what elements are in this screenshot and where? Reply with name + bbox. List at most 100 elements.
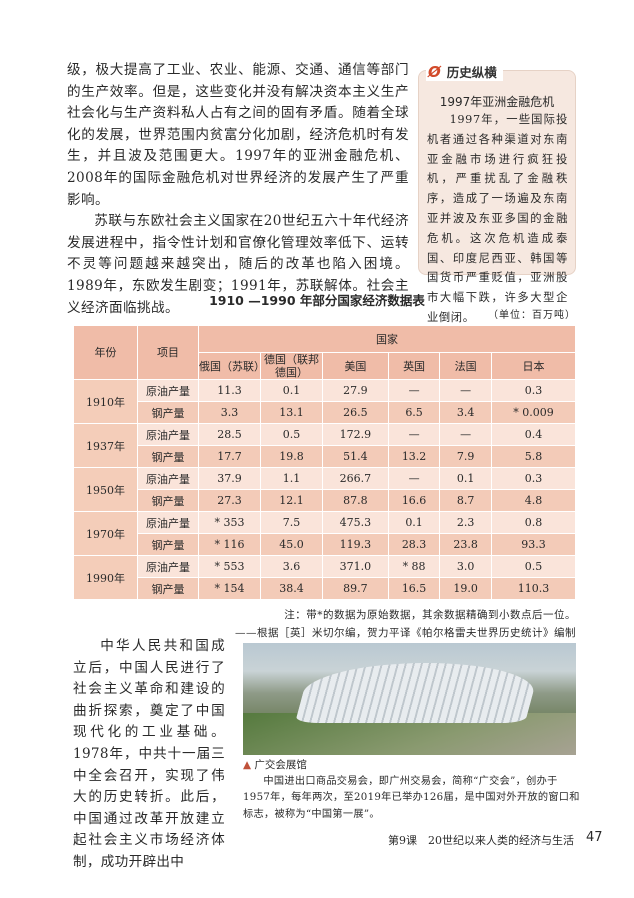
canton-fair-photo — [243, 643, 576, 755]
value-cell: 3.3 — [198, 401, 261, 424]
history-logo-icon: Ø — [428, 62, 441, 81]
value-cell: 0.3 — [490, 467, 577, 490]
value-cell: * 116 — [198, 533, 261, 556]
value-cell: 12.1 — [260, 489, 323, 512]
sidebar-title: 1997年亚洲金融危机 — [439, 95, 555, 109]
value-cell: 4.8 — [490, 489, 577, 512]
table-title: 1910 —1990 年部分国家经济数据表 — [209, 293, 425, 308]
header-year: 年份 — [73, 325, 138, 380]
value-cell: 119.3 — [322, 533, 389, 556]
value-cell: — — [439, 379, 492, 402]
value-cell: 38.4 — [260, 577, 323, 600]
table-note: 注：带*的数据为原始数据，其余数据精确到小数点后一位。 — [284, 609, 576, 621]
table-row: 1970年 原油产量 * 353 7.5 475.3 0.1 2.3 0.8 — [73, 511, 577, 556]
caption-body: 中国进出口商品交易会，即广州交易会，简称“广交会”，创办于1957年，每年两次，… — [243, 775, 580, 820]
value-cell: 7.9 — [439, 445, 492, 468]
table-row: 钢产量 27.3 12.1 87.8 16.6 8.7 4.8 — [74, 489, 577, 512]
value-cell: 26.5 — [322, 401, 389, 424]
value-cell: * 88 — [387, 555, 441, 578]
value-cell: 93.3 — [490, 533, 577, 556]
header-country-2: 美国 — [322, 352, 389, 380]
page-footer: 第9课 20世纪以来人类的经济与生活 47 — [388, 830, 603, 848]
item-cell: 原油产量 — [137, 423, 199, 446]
page-number: 47 — [586, 830, 603, 845]
value-cell: 172.9 — [322, 423, 389, 446]
value-cell: 475.3 — [322, 511, 389, 534]
value-cell: 3.6 — [260, 555, 323, 578]
value-cell: 45.0 — [260, 533, 323, 556]
year-cell: 1910年 — [73, 379, 138, 424]
value-cell: * 154 — [198, 577, 261, 600]
header-country-1: 德国（联邦德国） — [260, 352, 323, 380]
triangle-icon: ▲ — [243, 759, 252, 771]
history-sidebar-box: 1997年亚洲金融危机 1997年，一些国际投机者通过各种渠道对东南亚金融市场进… — [418, 70, 576, 324]
header-country-3: 英国 — [387, 352, 441, 380]
sidebar-header: Ø 历史纵横 — [426, 62, 503, 81]
value-cell: 6.5 — [387, 401, 441, 424]
value-cell: 3.0 — [439, 555, 492, 578]
value-cell: 266.7 — [322, 467, 389, 490]
value-cell: 0.1 — [439, 467, 492, 490]
table-row: 钢产量 3.3 13.1 26.5 6.5 3.4 * 0.009 — [74, 401, 577, 424]
caption-title: 广交会展馆 — [254, 759, 307, 771]
table-row: 1950年 原油产量 37.9 1.1 266.7—0.1 0.3 — [73, 467, 577, 512]
table-row: 钢产量 17.7 19.8 51.4 13.2 7.9 5.8 — [74, 445, 577, 468]
value-cell: 0.5 — [490, 555, 577, 578]
item-cell: 钢产量 — [137, 533, 199, 556]
value-cell: — — [387, 423, 441, 446]
item-cell: 原油产量 — [137, 511, 199, 534]
paragraph: 苏联与东欧社会主义国家在20世纪五六十年代经济发展进程中，指令性计划和官僚化管理… — [67, 213, 409, 316]
year-cell: 1970年 — [73, 511, 138, 556]
value-cell: 51.4 — [322, 445, 389, 468]
value-cell: 17.7 — [198, 445, 261, 468]
value-cell: 37.9 — [198, 467, 261, 490]
value-cell: 0.3 — [490, 379, 577, 402]
table-row: 1910年 原油产量 11.3 0.1 27.9— —0.3 — [73, 379, 577, 424]
value-cell: 7.5 — [260, 511, 323, 534]
value-cell: 27.9 — [322, 379, 389, 402]
header-country: 国家 — [198, 325, 576, 353]
value-cell: 16.5 — [387, 577, 441, 600]
header-country-4: 法国 — [439, 352, 492, 380]
value-cell: 2.3 — [439, 511, 492, 534]
year-cell: 1990年 — [73, 555, 138, 600]
value-cell: 19.8 — [260, 445, 323, 468]
table-unit: （单位：百万吨） — [488, 310, 576, 321]
value-cell: 23.8 — [439, 533, 492, 556]
item-cell: 原油产量 — [137, 467, 199, 490]
header-country-5: 日本 — [490, 352, 577, 380]
value-cell: 8.7 — [439, 489, 492, 512]
header-item: 项目 — [137, 325, 199, 380]
value-cell: 0.4 — [490, 423, 577, 446]
value-cell: 1.1 — [260, 467, 323, 490]
value-cell: — — [387, 379, 441, 402]
item-cell: 钢产量 — [137, 489, 199, 512]
sidebar-header-label: 历史纵横 — [446, 65, 497, 80]
value-cell: — — [439, 423, 492, 446]
body-text-bottom: 中华人民共和国成立后，中国人民进行了社会主义革命和建设的曲折探索，奠定了中国现代… — [73, 636, 225, 874]
value-cell: — — [387, 467, 441, 490]
table-source: ——根据［英］米切尔编，贺力平译《帕尔格雷夫世界历史统计》编制 — [235, 627, 576, 639]
value-cell: 89.7 — [322, 577, 389, 600]
year-cell: 1937年 — [73, 423, 138, 468]
item-cell: 钢产量 — [137, 577, 199, 600]
value-cell: * 353 — [198, 511, 261, 534]
value-cell: 11.3 — [198, 379, 261, 402]
sidebar-body: 1997年，一些国际投机者通过各种渠道对东南亚金融市场进行疯狂投机，严重扰乱了金… — [427, 113, 568, 324]
table-row: 钢产量 * 116 45.0 119.3 28.3 23.8 93.3 — [74, 533, 577, 556]
value-cell: 16.6 — [387, 489, 441, 512]
year-cell: 1950年 — [73, 467, 138, 512]
header-country-0: 俄国（苏联） — [198, 352, 265, 380]
item-cell: 原油产量 — [137, 555, 199, 578]
value-cell: 0.5 — [260, 423, 323, 446]
body-text-top: 级，极大提高了工业、农业、能源、交通、通信等部门的生产效率。但是，这些变化并没有… — [67, 60, 409, 319]
value-cell: 27.3 — [198, 489, 261, 512]
value-cell: 13.2 — [387, 445, 441, 468]
item-cell: 钢产量 — [137, 445, 199, 468]
value-cell: 0.1 — [260, 379, 323, 402]
value-cell: 110.3 — [490, 577, 577, 600]
value-cell: 0.1 — [387, 511, 441, 534]
paragraph: 级，极大提高了工业、农业、能源、交通、通信等部门的生产效率。但是，这些变化并没有… — [67, 62, 409, 208]
table-row: 1990年 原油产量 * 553 3.6 371.0 * 88 3.0 0.5 — [73, 555, 577, 600]
value-cell: 0.8 — [490, 511, 577, 534]
